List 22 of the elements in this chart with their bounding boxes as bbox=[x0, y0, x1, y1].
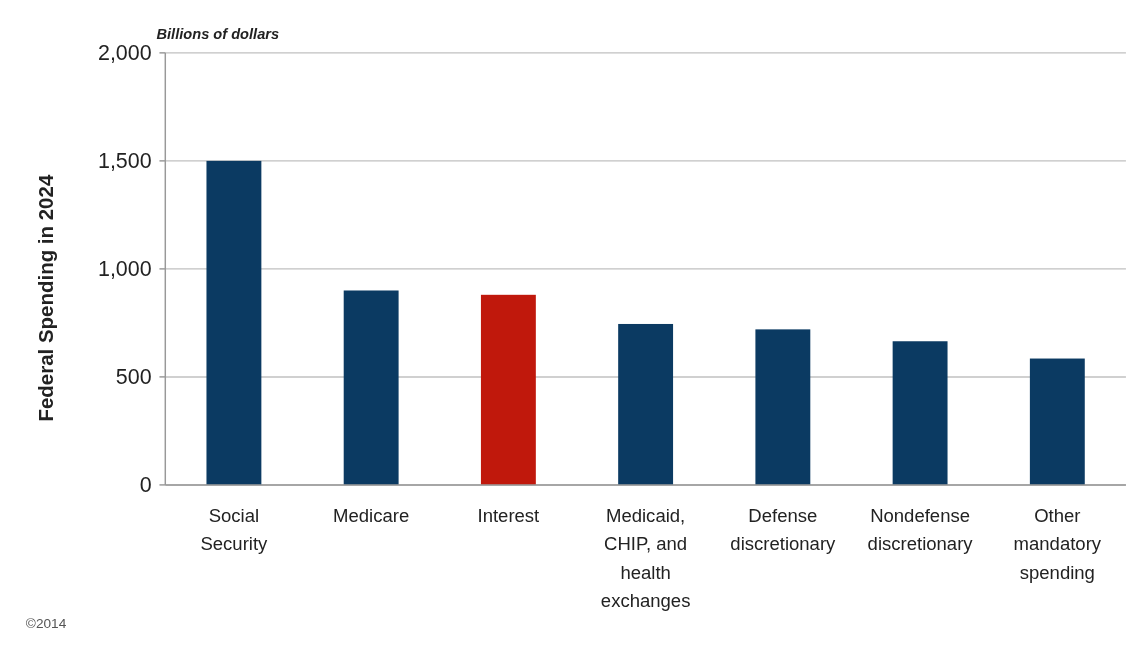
x-tick-label: Interest bbox=[477, 504, 541, 526]
x-tick-label: Medicaid, CHIP, and health exchanges bbox=[600, 504, 691, 611]
text: Billions of dollars bbox=[156, 26, 280, 43]
y-tick-label: 0 bbox=[139, 473, 152, 498]
x-tick-label: Other mandatory spending bbox=[1013, 504, 1102, 583]
bar bbox=[755, 329, 811, 485]
x-tick-label: Medicare bbox=[333, 504, 410, 526]
bar bbox=[206, 160, 262, 485]
y-tick-label: 2,000 bbox=[97, 41, 152, 66]
bar bbox=[343, 290, 399, 485]
x-tick-label: Nondefense discretionary bbox=[867, 504, 974, 555]
text: ©2014 bbox=[25, 616, 67, 632]
bar bbox=[1029, 358, 1085, 485]
bar bbox=[480, 294, 536, 485]
bar bbox=[618, 323, 674, 485]
y-tick-label: 1,000 bbox=[97, 257, 152, 282]
y-tick-label: 1,500 bbox=[97, 149, 152, 174]
x-tick-label: Social Security bbox=[200, 504, 269, 555]
y-axis-title: Federal Spending in 2024 bbox=[34, 174, 58, 422]
bar bbox=[892, 341, 948, 485]
y-tick-label: 500 bbox=[115, 365, 152, 390]
x-tick-label: Defense discretionary bbox=[730, 504, 837, 555]
